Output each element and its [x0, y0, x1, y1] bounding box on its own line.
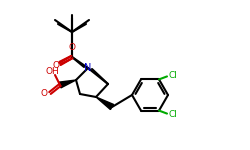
Text: OH: OH — [45, 66, 59, 75]
Polygon shape — [59, 80, 76, 88]
Text: O: O — [52, 60, 60, 69]
Text: O: O — [40, 90, 48, 99]
Text: Cl: Cl — [168, 110, 177, 119]
Polygon shape — [96, 97, 114, 109]
Text: N: N — [84, 63, 92, 73]
Text: O: O — [68, 44, 75, 52]
Text: Cl: Cl — [168, 71, 177, 80]
